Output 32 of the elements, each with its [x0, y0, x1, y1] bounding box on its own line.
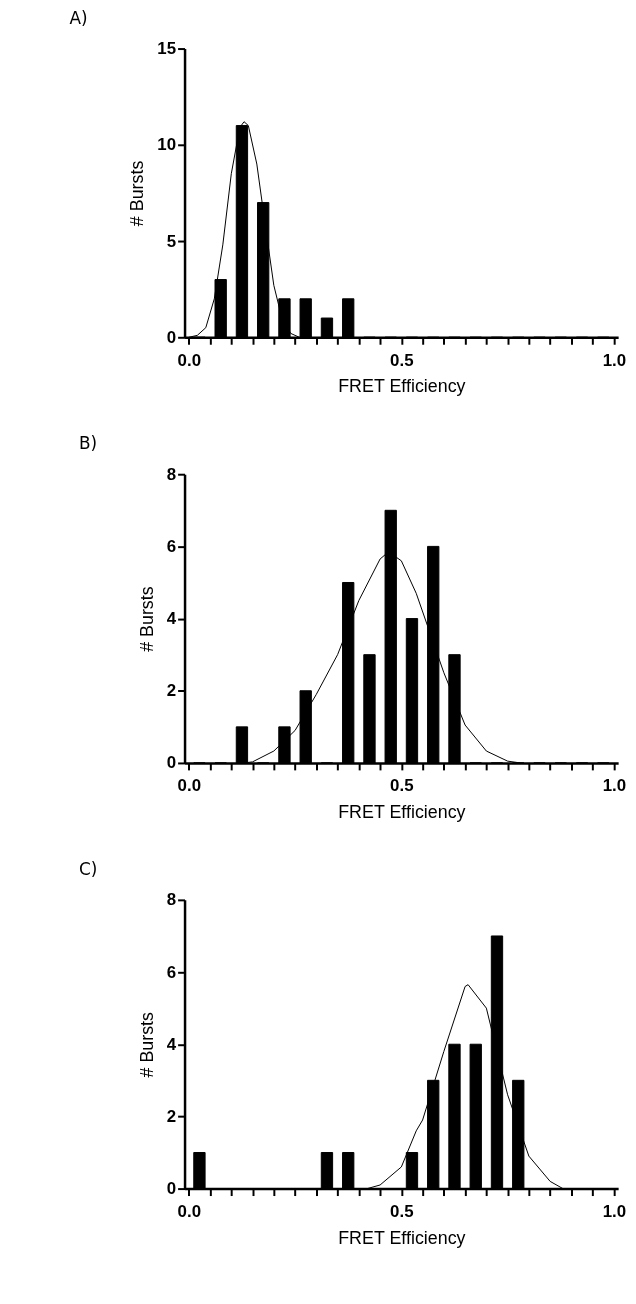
- x-tick-label: 1.0: [602, 1201, 627, 1221]
- x-tick-label: 1.0: [602, 776, 627, 796]
- y-tick-label: 0: [166, 1179, 177, 1199]
- y-tick-label: 0: [166, 327, 177, 347]
- x-tick-label: 1.0: [602, 350, 627, 370]
- x-axis-title: FRET Efficiency: [338, 376, 466, 397]
- y-axis-title: # Bursts: [136, 586, 157, 652]
- chart-title: C): [78, 859, 98, 880]
- x-tick-label: 0.0: [177, 776, 202, 796]
- y-tick-label: 10: [157, 135, 177, 155]
- x-tick-label: 0.5: [390, 776, 414, 796]
- y-tick-label: 8: [166, 890, 177, 910]
- y-tick-label: 0: [166, 753, 177, 773]
- x-tick-label: 0.5: [390, 1201, 414, 1221]
- y-tick-label: 6: [166, 536, 177, 556]
- chart-title: A): [69, 7, 88, 28]
- y-tick-label: 5: [166, 231, 177, 251]
- x-axis-title: FRET Efficiency: [338, 1227, 466, 1248]
- x-tick-label: 0.0: [177, 1201, 202, 1221]
- x-tick-label: 0.0: [177, 350, 202, 370]
- y-tick-label: 4: [166, 1034, 177, 1054]
- y-tick-label: 15: [157, 39, 177, 59]
- y-tick-label: 2: [166, 681, 177, 701]
- x-axis-title: FRET Efficiency: [338, 802, 466, 823]
- y-tick-label: 8: [166, 464, 177, 484]
- y-tick-label: 2: [166, 1106, 177, 1126]
- y-tick-label: 6: [166, 962, 177, 982]
- y-axis-title: # Bursts: [127, 160, 148, 227]
- chart-title: B): [78, 433, 98, 454]
- y-axis-title: # Bursts: [136, 1011, 157, 1078]
- y-tick-label: 4: [166, 609, 177, 629]
- x-tick-label: 0.5: [390, 350, 414, 370]
